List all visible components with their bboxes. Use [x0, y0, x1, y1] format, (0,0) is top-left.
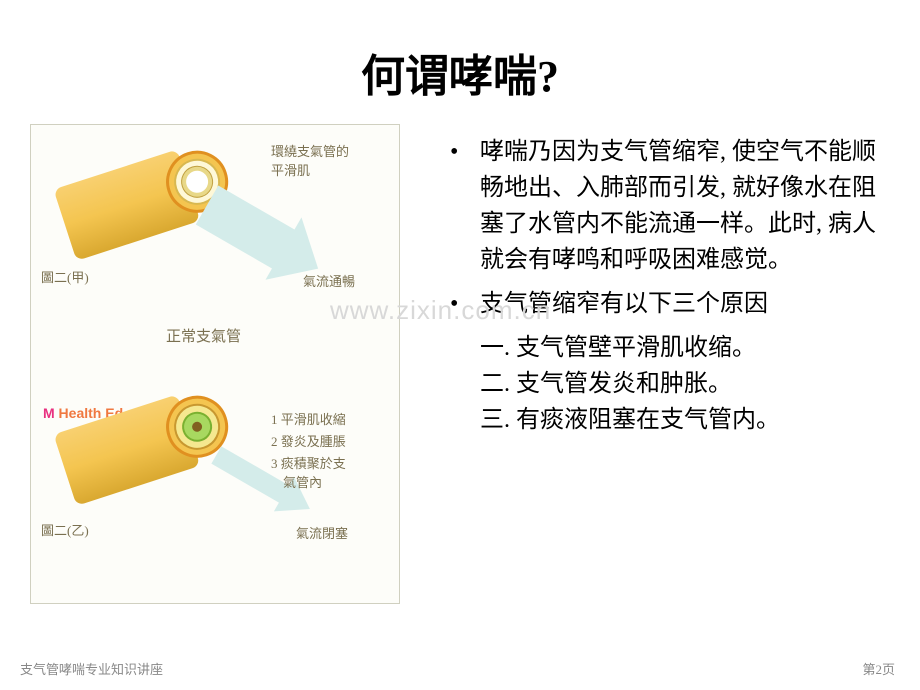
- caption-normal: 正常支氣管: [166, 325, 241, 346]
- watermark: www.zixin.com.cn: [330, 295, 551, 326]
- label-inflammation: 2 發炎及腫脹: [271, 431, 346, 450]
- label-airflow-blocked: 氣流閉塞: [296, 523, 348, 542]
- diagram-box: 環繞支氣管的 平滑肌 氣流通暢 圖二(甲) 正常支氣管 M Health Ed: [30, 124, 400, 604]
- diagram-area: 環繞支氣管的 平滑肌 氣流通暢 圖二(甲) 正常支氣管 M Health Ed: [30, 124, 430, 604]
- sub-list: 一. 支气管壁平滑肌收缩。 二. 支气管发炎和肿胀。 三. 有痰液阻塞在支气管内…: [450, 330, 890, 438]
- airflow-arrow-normal: [196, 186, 296, 270]
- slide-title: 何谓哮喘?: [0, 0, 920, 124]
- label-smooth-muscle: 環繞支氣管的 平滑肌: [271, 141, 349, 179]
- footer-left: 支气管哮喘专业知识讲座: [20, 659, 163, 678]
- bullet-marker: •: [450, 134, 480, 278]
- sub-item-2: 二. 支气管发炎和肿胀。: [480, 366, 890, 402]
- sub-item-1: 一. 支气管壁平滑肌收缩。: [480, 330, 890, 366]
- figure-label-top: 圖二(甲): [41, 267, 89, 286]
- normal-bronchus-tube: [51, 132, 231, 267]
- bullet-1: • 哮喘乃因为支气管缩窄, 使空气不能顺畅地出、入肺部而引发, 就好像水在阻塞了…: [450, 134, 890, 278]
- label-airflow-normal: 氣流通暢: [303, 271, 355, 290]
- bullet-1-text: 哮喘乃因为支气管缩窄, 使空气不能顺畅地出、入肺部而引发, 就好像水在阻塞了水管…: [480, 134, 890, 278]
- narrowed-bronchus-tube: [51, 377, 231, 512]
- label-muscle-contract: 1 平滑肌收縮: [271, 409, 346, 428]
- label-mucus: 3 痰積聚於支 氣管內: [271, 453, 346, 491]
- sub-item-3: 三. 有痰液阻塞在支气管内。: [480, 402, 890, 438]
- text-content: • 哮喘乃因为支气管缩窄, 使空气不能顺畅地出、入肺部而引发, 就好像水在阻塞了…: [430, 124, 890, 604]
- figure-label-bottom: 圖二(乙): [41, 520, 89, 539]
- footer-right: 第2页: [862, 659, 895, 678]
- diagram-bottom-panel: 1 平滑肌收縮 2 發炎及腫脹 3 痰積聚於支 氣管內 氣流閉塞 圖二(乙): [41, 385, 391, 595]
- content-area: 環繞支氣管的 平滑肌 氣流通暢 圖二(甲) 正常支氣管 M Health Ed: [0, 124, 920, 604]
